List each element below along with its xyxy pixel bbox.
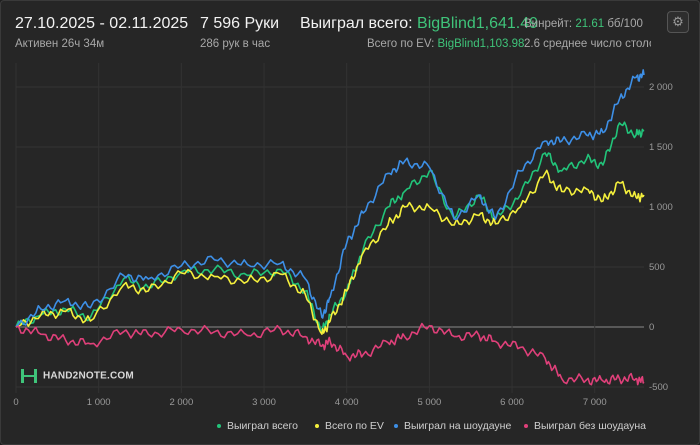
y-axis-ticks: 2 000 1 500 1 000 500 0 -500 <box>649 82 673 393</box>
x-tick-label: 4 000 <box>335 397 359 408</box>
legend-dot <box>315 424 319 429</box>
legend-dot <box>217 424 221 429</box>
legend-label: Выиграл без шоудауна <box>534 420 646 432</box>
ev-total: Всего по EV: BigBlind1,103.98 <box>367 38 524 50</box>
x-tick-label: 7 000 <box>583 397 607 408</box>
hand2note-logo-icon <box>21 369 37 383</box>
date-range: 27.10.2025 - 02.11.2025 <box>15 15 189 32</box>
ev-total-label: Всего по EV: <box>367 38 435 50</box>
series-line-3 <box>15 322 645 386</box>
active-time: Активен 26ч 34м <box>15 38 105 50</box>
series-line-0 <box>15 121 645 333</box>
hands-per-hour: 286 рук в час <box>200 38 271 50</box>
legend-label: Выиграл всего <box>227 420 298 432</box>
settings-gear-icon[interactable]: ⚙ <box>667 11 689 33</box>
chart-lines <box>15 69 645 386</box>
y-tick-label: 500 <box>649 262 665 273</box>
y-tick-label: 2 000 <box>649 82 673 93</box>
x-axis-ticks: 0 1 000 2 000 3 000 4 000 5 000 6 000 7 000 <box>13 397 606 408</box>
x-tick-label: 5 000 <box>417 397 441 408</box>
hand2note-logo: HAND2NOTE.COM <box>21 369 134 383</box>
won-total-label: Выиграл всего: <box>300 15 413 32</box>
legend-item-won-no-showdown[interactable]: Выиграл без шоудауна <box>524 420 646 432</box>
winrate-value: 21.61 <box>575 18 605 30</box>
series-line-1 <box>15 169 645 336</box>
y-tick-label: 1 000 <box>649 202 673 213</box>
series-line-2 <box>15 69 645 328</box>
chart-grid <box>15 63 644 393</box>
won-total-value: BigBlind1,641.49 <box>417 15 539 32</box>
legend-dot <box>394 424 398 429</box>
logo-text: HAND2NOTE.COM <box>43 370 134 382</box>
won-total: Выиграл всего: BigBlind1,641.49 <box>300 15 538 33</box>
x-tick-label: 6 000 <box>500 397 524 408</box>
winrate: Винрейт: 21.61 бб/100 <box>524 18 643 30</box>
legend-item-won-total[interactable]: Выиграл всего <box>217 420 298 432</box>
x-tick-label: 1 000 <box>87 397 111 408</box>
legend-item-ev-total[interactable]: Всего по EV <box>315 420 384 432</box>
legend-dot <box>524 424 528 429</box>
avg-tables: 2.6 среднее число столо <box>524 38 651 50</box>
y-tick-label: 1 500 <box>649 142 673 153</box>
x-tick-label: 3 000 <box>252 397 276 408</box>
winrate-unit: бб/100 <box>607 18 643 30</box>
winrate-label: Винрейт: <box>524 18 573 30</box>
ev-total-value: BigBlind1,103.98 <box>437 38 525 50</box>
x-tick-label: 2 000 <box>169 397 193 408</box>
x-tick-label: 0 <box>13 397 18 408</box>
y-tick-label: 0 <box>649 322 654 333</box>
hands-count: 7 596 Руки <box>200 15 280 32</box>
legend-label: Выиграл на шоудауне <box>404 420 512 432</box>
legend-label: Всего по EV <box>325 420 384 432</box>
y-tick-label: -500 <box>649 382 668 393</box>
legend-item-won-showdown[interactable]: Выиграл на шоудауне <box>394 420 511 432</box>
